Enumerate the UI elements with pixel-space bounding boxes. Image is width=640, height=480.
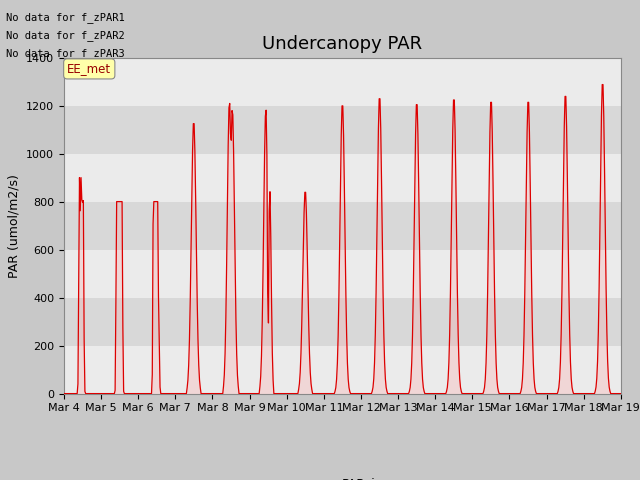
Bar: [64, 250, 621, 298]
Legend: PAR_in: PAR_in: [296, 472, 389, 480]
Y-axis label: PAR (umol/m2/s): PAR (umol/m2/s): [8, 174, 20, 277]
Bar: [64, 58, 621, 106]
Bar: [64, 202, 621, 250]
Title: Undercanopy PAR: Undercanopy PAR: [262, 35, 422, 53]
Text: No data for f_zPAR3: No data for f_zPAR3: [6, 48, 125, 60]
Bar: [64, 154, 621, 202]
Bar: [64, 106, 621, 154]
Text: EE_met: EE_met: [67, 62, 111, 75]
Bar: [64, 346, 621, 394]
Text: No data for f_zPAR2: No data for f_zPAR2: [6, 30, 125, 41]
Text: No data for f_zPAR1: No data for f_zPAR1: [6, 12, 125, 23]
Bar: [64, 298, 621, 346]
